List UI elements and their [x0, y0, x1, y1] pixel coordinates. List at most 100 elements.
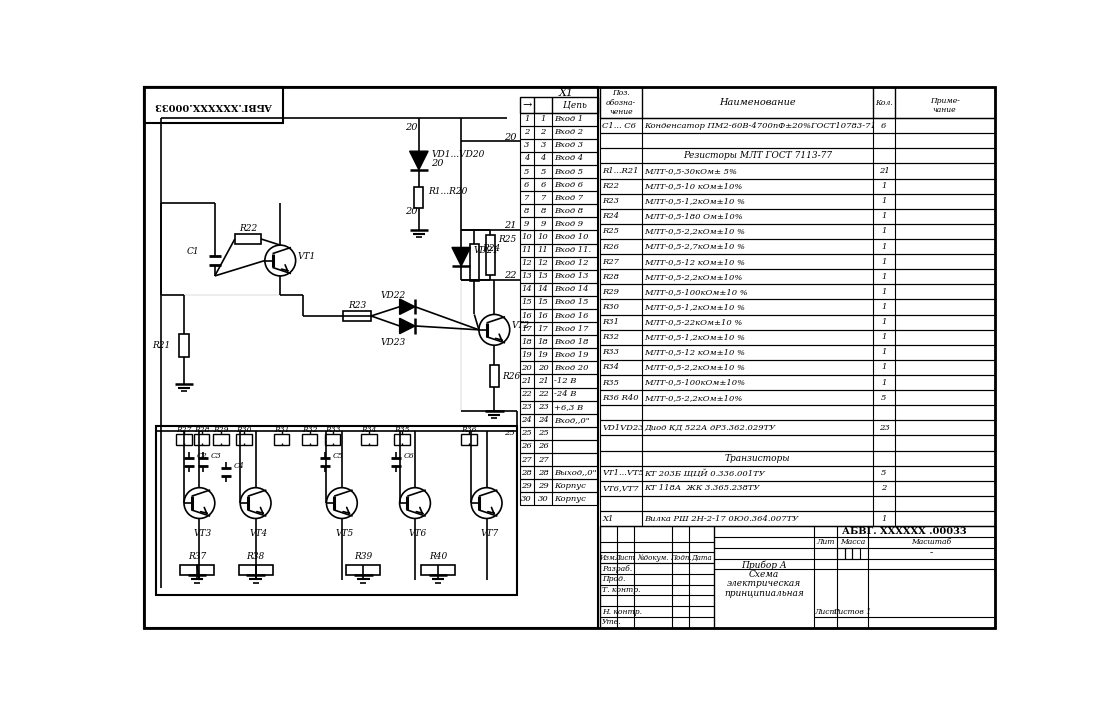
Text: 25: 25	[521, 429, 532, 438]
Text: R36: R36	[461, 426, 477, 434]
Text: Вход 19: Вход 19	[554, 351, 589, 359]
Text: МЛТ-0,5-2,2кОм±10 %: МЛТ-0,5-2,2кОм±10 %	[644, 227, 745, 236]
Text: R34: R34	[361, 426, 377, 434]
Text: R33: R33	[324, 426, 340, 434]
Text: Масштаб: Масштаб	[911, 538, 951, 547]
Text: Масса: Масса	[840, 538, 865, 547]
Text: -: -	[930, 549, 933, 558]
Bar	[600, 285, 994, 299]
Text: КТ 203Б ЩЦЙ 0.336.001ТУ: КТ 203Б ЩЦЙ 0.336.001ТУ	[644, 469, 765, 477]
Bar	[520, 113, 598, 126]
Bar	[520, 126, 598, 139]
Text: VT7: VT7	[480, 530, 499, 538]
Bar	[490, 365, 499, 387]
Text: МЛТ-0,5-180 Ом±10%: МЛТ-0,5-180 Ом±10%	[644, 212, 743, 220]
Text: →: →	[522, 100, 531, 110]
Text: 29: 29	[521, 481, 532, 490]
Text: 1: 1	[881, 303, 887, 311]
Text: АБВГ. ХХХХХХ .00033: АБВГ. ХХХХХХ .00033	[842, 527, 967, 536]
Text: Прод.: Прод.	[602, 576, 625, 583]
Text: 25: 25	[538, 429, 549, 438]
Text: МЛТ-0,5-12 кОм±10 %: МЛТ-0,5-12 кОм±10 %	[644, 348, 745, 356]
Bar	[470, 244, 479, 280]
Text: -24 В: -24 В	[554, 390, 577, 398]
Text: 24: 24	[521, 416, 532, 424]
Bar	[213, 434, 229, 445]
Text: C2: C2	[197, 452, 208, 460]
Text: Приме-
чание: Приме- чание	[930, 97, 960, 115]
Text: АБВГ.ХХХХХХ.00033: АБВГ.ХХХХХХ.00033	[154, 101, 272, 110]
Text: 5: 5	[524, 168, 529, 176]
Text: 9: 9	[524, 220, 529, 228]
Text: R1...R20: R1...R20	[428, 187, 468, 195]
Bar	[520, 217, 598, 231]
Bar	[343, 311, 371, 321]
Text: 19: 19	[521, 351, 532, 359]
Text: Цепь: Цепь	[563, 101, 587, 110]
Text: 1: 1	[881, 198, 887, 205]
Text: 24: 24	[538, 416, 549, 424]
Text: 15: 15	[521, 299, 532, 307]
Polygon shape	[400, 299, 416, 314]
Text: R40: R40	[429, 552, 448, 561]
Text: 3: 3	[541, 142, 546, 149]
Bar	[347, 565, 380, 576]
Bar	[234, 234, 261, 244]
Bar	[600, 299, 994, 314]
Text: R37: R37	[188, 552, 207, 561]
Text: Т. контр.: Т. контр.	[602, 586, 641, 594]
Text: VT5: VT5	[336, 530, 354, 538]
Text: №докум.: №докум.	[638, 554, 669, 561]
Text: VD1...VD20: VD1...VD20	[431, 150, 484, 159]
Text: Лист: Лист	[614, 554, 635, 561]
Bar	[600, 390, 994, 405]
Bar	[486, 235, 496, 275]
Text: 1: 1	[881, 212, 887, 220]
Text: Корпус: Корпус	[554, 481, 587, 490]
Bar	[520, 309, 598, 322]
Text: VT1...VT5: VT1...VT5	[602, 469, 644, 477]
Bar	[520, 453, 598, 466]
Bar	[600, 178, 994, 194]
Text: МЛТ-0,5-1,2кОм±10 %: МЛТ-0,5-1,2кОм±10 %	[644, 198, 745, 205]
Text: 20: 20	[521, 364, 532, 372]
Bar	[600, 450, 994, 466]
Text: R35: R35	[394, 426, 410, 434]
Bar	[520, 401, 598, 413]
Text: R36 R40: R36 R40	[602, 394, 639, 401]
Text: 1: 1	[881, 318, 887, 326]
Bar	[600, 435, 994, 450]
Bar	[156, 426, 518, 595]
Text: МЛТ-0,5-22кОм±10 %: МЛТ-0,5-22кОм±10 %	[644, 318, 743, 326]
Bar	[520, 152, 598, 165]
Text: R38: R38	[247, 552, 264, 561]
Bar	[600, 254, 994, 269]
Text: VT1: VT1	[297, 252, 316, 261]
Text: R22: R22	[239, 224, 257, 233]
Text: МЛТ-0,5-12 кОм±10 %: МЛТ-0,5-12 кОм±10 %	[644, 258, 745, 266]
Bar	[414, 187, 423, 208]
Text: 14: 14	[521, 285, 532, 293]
Text: 1: 1	[881, 243, 887, 251]
Text: Прибор А: Прибор А	[741, 561, 787, 570]
Bar	[600, 421, 994, 435]
Bar	[361, 434, 377, 445]
Bar	[600, 466, 994, 481]
Text: C1: C1	[187, 247, 199, 256]
Bar	[520, 492, 598, 506]
Text: R24: R24	[482, 244, 500, 253]
Text: R28: R28	[602, 273, 619, 281]
Text: МЛТ-0,5-100кОм±10 %: МЛТ-0,5-100кОм±10 %	[644, 288, 748, 296]
Text: Вход 18: Вход 18	[554, 338, 589, 346]
Text: 7: 7	[541, 194, 546, 202]
Text: VD21: VD21	[473, 246, 499, 255]
Text: Изм.: Изм.	[599, 554, 618, 561]
Text: электрическая: электрическая	[727, 579, 801, 588]
Text: 12: 12	[521, 259, 532, 267]
Text: R39: R39	[354, 552, 372, 561]
Text: 7: 7	[524, 194, 529, 202]
Text: Вход 3: Вход 3	[554, 142, 583, 149]
Text: МЛТ-0,5-30кОм± 5%: МЛТ-0,5-30кОм± 5%	[644, 167, 738, 175]
Text: 5: 5	[541, 168, 546, 176]
Text: МЛТ-0,5-2,2кОм±10 %: МЛТ-0,5-2,2кОм±10 %	[644, 363, 745, 372]
